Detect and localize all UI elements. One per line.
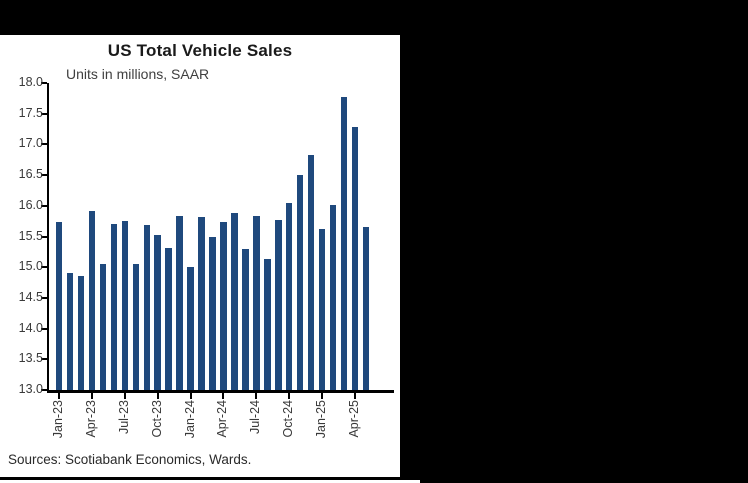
y-axis-tick <box>41 143 47 146</box>
bar <box>88 210 96 390</box>
y-axis-tick <box>41 296 47 299</box>
y-axis-tick <box>41 204 47 207</box>
bar <box>242 249 249 390</box>
bar <box>187 267 194 390</box>
y-axis-label: 15.5 <box>18 228 43 243</box>
bar <box>231 212 238 390</box>
bar <box>275 219 282 390</box>
x-axis-label: Jan-24 <box>182 400 197 439</box>
x-axis-label: Apr-25 <box>347 400 362 438</box>
y-axis-tick <box>41 266 47 269</box>
bar <box>340 96 348 390</box>
bar <box>264 258 271 390</box>
bar <box>99 264 107 390</box>
y-axis-label: 14.0 <box>18 320 43 335</box>
bar <box>132 264 139 390</box>
plot-area: 13.0 13.5 14.0 14.5 15.0 15.5 16.0 16.5 17.0 17.5… <box>19 75 394 438</box>
y-axis-tick <box>41 327 47 330</box>
x-axis-label: Jan-25 <box>314 400 329 439</box>
x-axis-tick <box>123 393 126 399</box>
y-axis-tick <box>41 358 47 361</box>
y-axis-tick <box>41 235 47 238</box>
x-axis-tick <box>288 393 291 399</box>
chart-subtitle: Units in millions, SAAR <box>66 66 210 82</box>
bar <box>198 216 205 390</box>
x-axis-tick <box>189 393 192 399</box>
x-axis-tick <box>156 393 159 399</box>
bar <box>318 229 326 390</box>
bar <box>297 174 304 390</box>
y-axis-tick <box>41 82 47 84</box>
x-axis-tick <box>255 393 258 399</box>
y-axis-label: 13.0 <box>18 382 43 396</box>
y-axis-label: 16.0 <box>18 197 43 212</box>
x-axis-label: Jul-23 <box>116 400 131 435</box>
y-axis-label: 17.5 <box>18 105 43 120</box>
bar <box>55 221 63 390</box>
x-axis-tick <box>321 393 324 399</box>
bar <box>286 203 293 390</box>
bar <box>121 221 128 390</box>
bar <box>362 227 370 390</box>
y-axis-label: 17.0 <box>18 136 43 151</box>
chart-title: US Total Vehicle Sales <box>107 41 293 60</box>
x-axis-label: Oct-24 <box>281 400 296 438</box>
bar <box>351 127 359 390</box>
bar <box>176 215 183 390</box>
y-axis-label: 15.0 <box>18 259 43 274</box>
x-axis-label: Jul-24 <box>248 400 263 435</box>
x-axis-label: Oct-23 <box>149 400 164 438</box>
chart-panel: US Total Vehicle Sales Units in millions… <box>0 35 400 477</box>
y-axis-tick <box>41 389 47 391</box>
bottom-edge <box>0 480 420 483</box>
bar <box>329 204 337 390</box>
bar <box>66 273 74 390</box>
bar <box>308 155 315 390</box>
bar <box>165 247 172 390</box>
bar <box>220 221 227 390</box>
bar <box>253 216 260 390</box>
x-axis-label: Jan-23 <box>51 400 65 439</box>
x-axis-label: Apr-23 <box>83 400 98 438</box>
x-axis-tick <box>90 393 93 399</box>
x-axis-tick <box>58 393 60 399</box>
y-axis-tick <box>41 112 47 115</box>
bar <box>209 236 216 390</box>
x-axis-tick <box>354 393 357 399</box>
y-axis-tick <box>41 174 47 177</box>
bar <box>77 276 85 390</box>
x-axis-label: Apr-24 <box>215 400 230 438</box>
y-axis-label: 16.5 <box>18 167 43 182</box>
bar <box>110 224 118 390</box>
x-axis-tick <box>222 393 225 399</box>
y-axis-label: 18.0 <box>18 75 43 89</box>
bar <box>154 235 161 390</box>
bar <box>143 225 150 390</box>
y-axis-label: 14.5 <box>18 289 43 304</box>
source-note: Sources: Scotiabank Economics, Wards. <box>8 452 252 467</box>
y-axis-label: 13.5 <box>18 351 43 366</box>
